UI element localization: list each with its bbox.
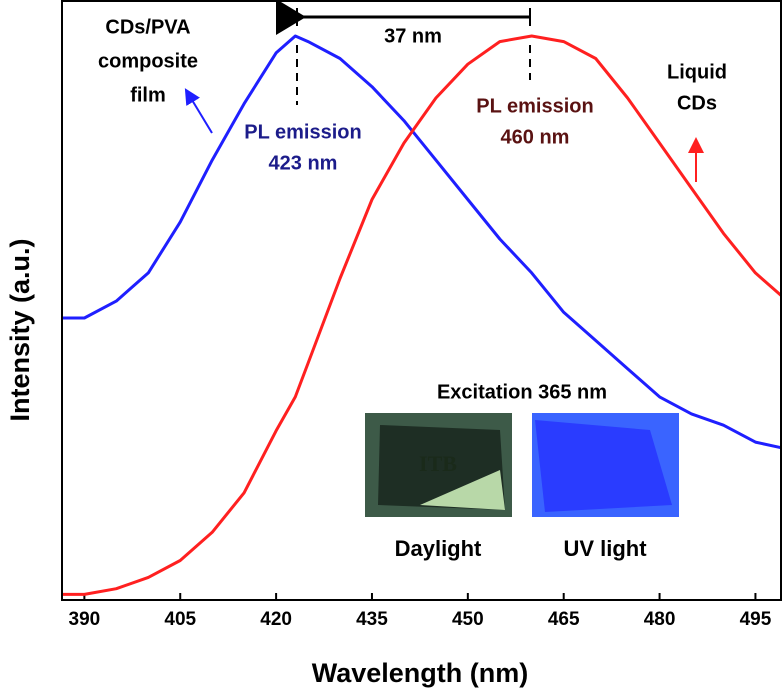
- annotation: PL emission: [244, 121, 361, 143]
- plot-frame: [61, 0, 782, 601]
- annotation: CDs: [677, 92, 717, 114]
- annotation: 423 nm: [269, 152, 338, 174]
- line-series: [62, 34, 782, 596]
- annotation: Liquid: [667, 61, 727, 83]
- x-tick-label: 435: [356, 609, 388, 630]
- x-tick-label: 450: [452, 609, 484, 630]
- x-tick-label: 495: [740, 609, 772, 630]
- line-series: [62, 34, 782, 450]
- annotation: composite: [98, 50, 198, 72]
- x-axis-title: Wavelength (nm): [312, 658, 529, 688]
- x-tick-label: 480: [644, 609, 676, 630]
- uv-film: [535, 420, 672, 512]
- x-tick-label: 465: [548, 609, 580, 630]
- annotation: ITB: [419, 451, 457, 476]
- pointer-arrow: [184, 88, 213, 134]
- annotation: CDs/PVA: [105, 16, 190, 38]
- annotation: Excitation 365 nm: [437, 381, 607, 403]
- x-tick-label: 390: [69, 609, 101, 630]
- x-tick-label: 420: [260, 609, 292, 630]
- annotation: PL emission: [476, 95, 593, 117]
- daylight-film-edge: [420, 470, 505, 510]
- annotation: UV light: [563, 536, 647, 561]
- annotation: film: [130, 84, 166, 106]
- x-tick-label: 405: [164, 609, 196, 630]
- annotation: 460 nm: [501, 126, 570, 148]
- y-axis-title: Intensity (a.u.): [5, 238, 35, 421]
- annotation: Daylight: [395, 536, 482, 561]
- annotation: 37 nm: [384, 25, 442, 47]
